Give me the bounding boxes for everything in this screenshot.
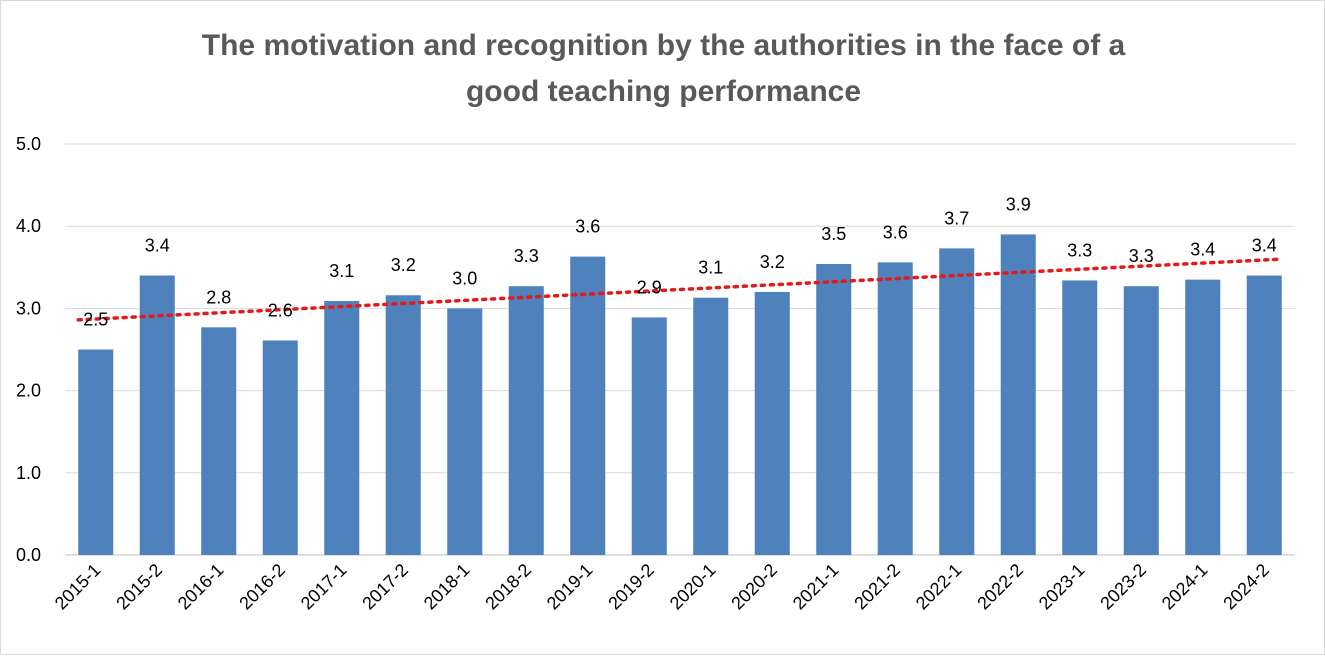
data-label: 3.2 — [391, 255, 416, 275]
data-label: 2.8 — [206, 287, 231, 307]
chart-title-line-1: The motivation and recognition by the au… — [201, 29, 1126, 62]
bar-2017-1 — [324, 301, 360, 555]
x-category-label: 2015-1 — [51, 560, 105, 614]
x-category-label: 2019-2 — [604, 560, 658, 614]
bars — [78, 234, 1282, 556]
data-label: 3.1 — [698, 258, 723, 278]
chart-title: The motivation and recognition by the au… — [1, 23, 1325, 115]
y-tick-label: 1.0 — [16, 463, 41, 483]
x-category-label: 2018-2 — [481, 560, 535, 614]
x-category-label: 2018-1 — [420, 560, 474, 614]
bar-2024-1 — [1185, 279, 1221, 555]
bar-2024-2 — [1246, 275, 1282, 555]
y-tick-label: 4.0 — [16, 216, 41, 236]
x-category-label: 2024-1 — [1158, 560, 1212, 614]
x-axis-category-labels: 2015-1 2015-2 2016-1 2016-2 2017-1 2017-2 2018… — [51, 560, 1273, 614]
x-category-label: 2021-2 — [850, 560, 904, 614]
data-label: 3.4 — [1190, 240, 1215, 260]
linear-trendline — [76, 257, 1284, 322]
x-category-label: 2022-1 — [912, 560, 966, 614]
data-label: 3.4 — [145, 236, 170, 256]
bar-2023-2 — [1123, 286, 1159, 555]
x-category-label: 2019-1 — [543, 560, 597, 614]
x-category-label: 2024-2 — [1219, 560, 1273, 614]
data-label: 3.2 — [760, 252, 785, 272]
bar-2022-2 — [1000, 234, 1036, 556]
x-category-label: 2016-1 — [174, 560, 228, 614]
data-labels: 2.5 3.4 2.8 2.6 3.1 3.2 3.0 3.3 3.6 2.9 3.1 3.2 3.5 3… — [83, 194, 1277, 329]
x-category-label: 2017-2 — [358, 560, 412, 614]
bar-2022-1 — [939, 248, 975, 556]
data-label: 2.9 — [637, 277, 662, 297]
x-category-label: 2017-1 — [297, 560, 351, 614]
y-tick-label: 3.0 — [16, 298, 41, 318]
data-label: 3.4 — [1252, 236, 1277, 256]
x-category-label: 2023-1 — [1035, 560, 1089, 614]
x-category-label: 2023-2 — [1096, 560, 1150, 614]
data-label: 2.6 — [268, 300, 293, 320]
bar-2018-2 — [508, 286, 544, 555]
bar-2015-2 — [139, 275, 175, 555]
data-label: 3.6 — [883, 222, 908, 242]
y-tick-label: 2.0 — [16, 381, 41, 401]
x-category-label: 2022-2 — [973, 560, 1027, 614]
bar-2015-1 — [78, 349, 114, 555]
bar-2018-1 — [447, 308, 483, 555]
data-label: 3.1 — [329, 261, 354, 281]
bar-2019-2 — [631, 317, 667, 555]
data-label: 3.7 — [944, 208, 969, 228]
bar-2021-2 — [877, 262, 913, 555]
data-label: 3.5 — [821, 224, 846, 244]
data-label: 3.6 — [575, 217, 600, 237]
gridlines — [65, 143, 1295, 556]
y-tick-label: 5.0 — [16, 134, 41, 154]
x-category-label: 2015-2 — [112, 560, 166, 614]
bar-2020-1 — [693, 297, 729, 555]
x-category-label: 2020-2 — [727, 560, 781, 614]
bar-2017-2 — [385, 295, 421, 555]
data-label: 3.3 — [1129, 246, 1154, 266]
data-label: 3.9 — [1006, 194, 1031, 214]
bar-2016-1 — [201, 327, 237, 555]
bar-2016-2 — [262, 340, 298, 555]
x-category-label: 2020-1 — [666, 560, 720, 614]
trendline-layer — [76, 257, 1284, 322]
data-label: 3.3 — [1067, 240, 1092, 260]
x-category-label: 2021-1 — [789, 560, 843, 614]
data-label: 3.3 — [514, 246, 539, 266]
y-axis-tick-labels: 0.0 1.0 2.0 3.0 4.0 5.0 — [16, 134, 41, 565]
bar-2023-1 — [1062, 280, 1098, 555]
data-label: 3.0 — [452, 268, 477, 288]
bar-2019-1 — [570, 256, 606, 555]
bar-2020-2 — [754, 291, 790, 555]
bar-2021-1 — [816, 264, 852, 555]
chart-title-line-2: good teaching performance — [465, 75, 862, 108]
data-label: 2.5 — [83, 310, 108, 330]
x-category-label: 2016-2 — [235, 560, 289, 614]
y-tick-label: 0.0 — [16, 545, 41, 565]
